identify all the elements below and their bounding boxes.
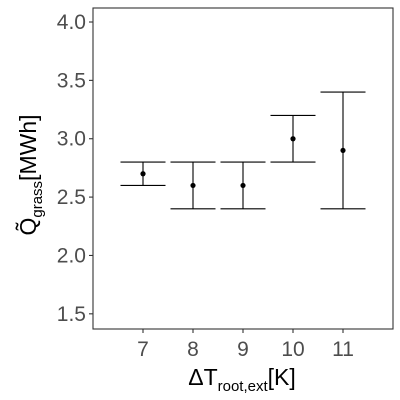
y-tick-label: 4.0 [57, 11, 86, 34]
x-axis-title-subscript: root,ext [218, 378, 269, 395]
data-point [190, 182, 196, 189]
y-axis-title-main: Q̃ [15, 218, 41, 236]
x-axis-ticks: 7 8 9 10 11 [137, 329, 354, 361]
x-axis-title: ΔTroot,ext[K] [188, 364, 296, 395]
y-axis-ticks: 1.5 2.0 2.5 3.0 3.5 4.0 [57, 11, 93, 326]
x-tick-label: 9 [237, 338, 249, 361]
y-tick-label: 2.0 [57, 244, 86, 267]
x-axis-title-unit: [K] [268, 364, 296, 390]
x-tick-label: 11 [332, 338, 354, 361]
x-tick-label: 10 [281, 338, 304, 361]
y-axis-title-unit: [MWh] [15, 114, 41, 180]
x-axis-title-main: ΔT [188, 364, 217, 390]
x-tick-label: 8 [187, 338, 199, 361]
data-points [140, 136, 346, 189]
data-point [140, 171, 146, 177]
x-tick-label: 7 [137, 338, 149, 361]
y-tick-label: 1.5 [57, 303, 86, 326]
y-axis-title: Q̃grass[MWh] [15, 114, 46, 235]
data-point [290, 136, 296, 142]
y-axis-title-subscript: grass [29, 181, 46, 218]
y-tick-label: 3.0 [57, 128, 86, 151]
data-point [340, 147, 346, 154]
data-point [240, 182, 246, 189]
y-tick-label: 2.5 [57, 186, 86, 209]
y-tick-label: 3.5 [57, 69, 86, 92]
